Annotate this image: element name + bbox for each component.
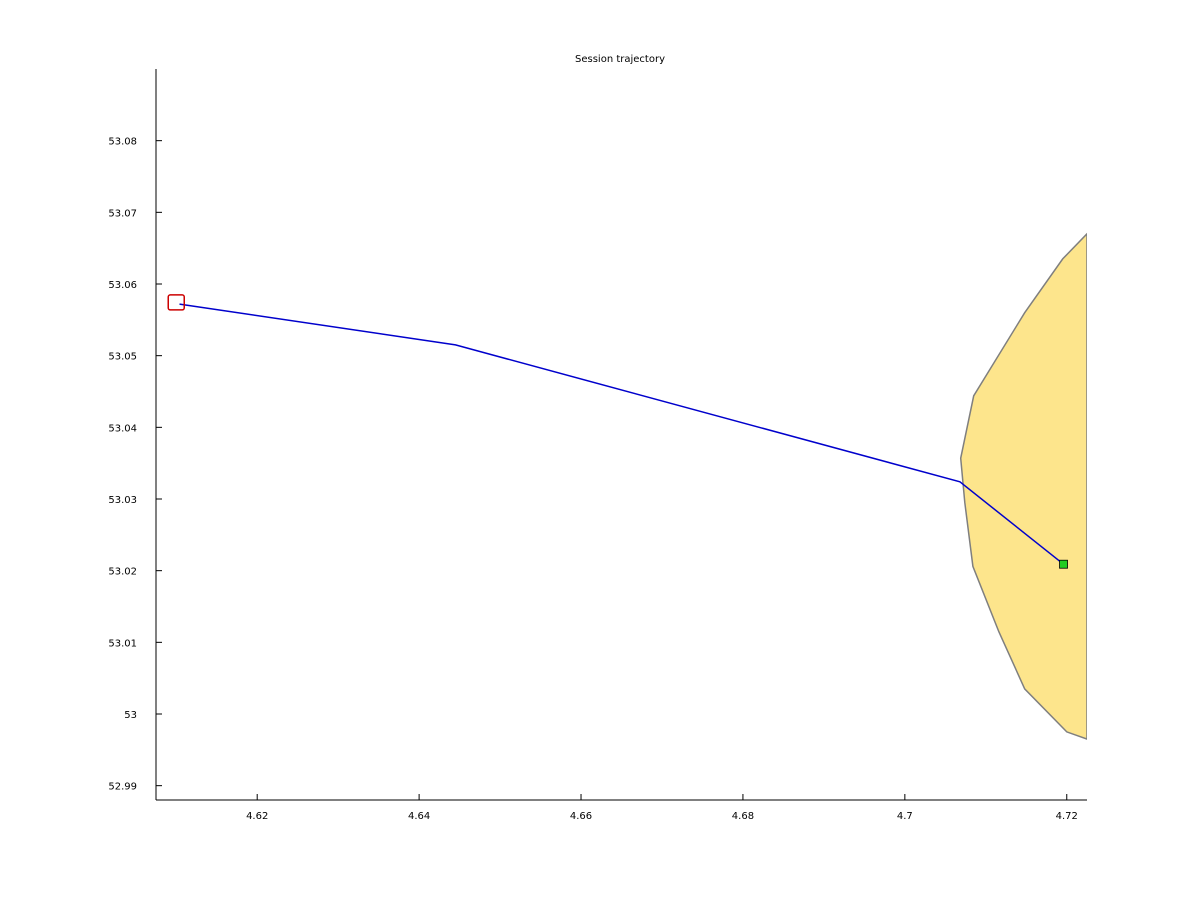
y-tick-label: 53.02	[108, 567, 137, 578]
x-tick-label: 4.64	[408, 811, 430, 822]
y-tick-label: 53.07	[108, 208, 137, 219]
region-layer	[959, 232, 1087, 740]
y-tick-label: 53.06	[108, 280, 137, 291]
x-tick-label: 4.66	[570, 811, 592, 822]
y-tick-label: 53.01	[108, 638, 137, 649]
y-tick-label: 52.99	[108, 782, 137, 793]
end-marker	[1059, 559, 1068, 569]
y-tick-label: 53.03	[108, 495, 137, 506]
x-tick-label: 4.7	[897, 811, 913, 822]
y-tick-label: 53.08	[108, 137, 137, 148]
y-tick-label: 53.04	[108, 423, 137, 434]
axes-layer: 4.62 4.64 4.66 4.68 4.7 4.72 52.99 53 53.01 53.02…	[108, 69, 1087, 822]
start-marker	[167, 294, 185, 311]
x-tick-label: 4.68	[732, 811, 754, 822]
y-tick-label: 53.05	[108, 352, 137, 363]
y-tick-label: 53	[124, 710, 137, 721]
shaded-region	[959, 232, 1087, 740]
chart-title: Session trajectory	[575, 54, 665, 65]
marker-layer	[167, 294, 1068, 569]
series-layer	[179, 303, 1064, 565]
x-tick-label: 4.62	[246, 811, 268, 822]
trajectory-line	[179, 303, 1064, 565]
x-tick-label: 4.72	[1056, 811, 1078, 822]
